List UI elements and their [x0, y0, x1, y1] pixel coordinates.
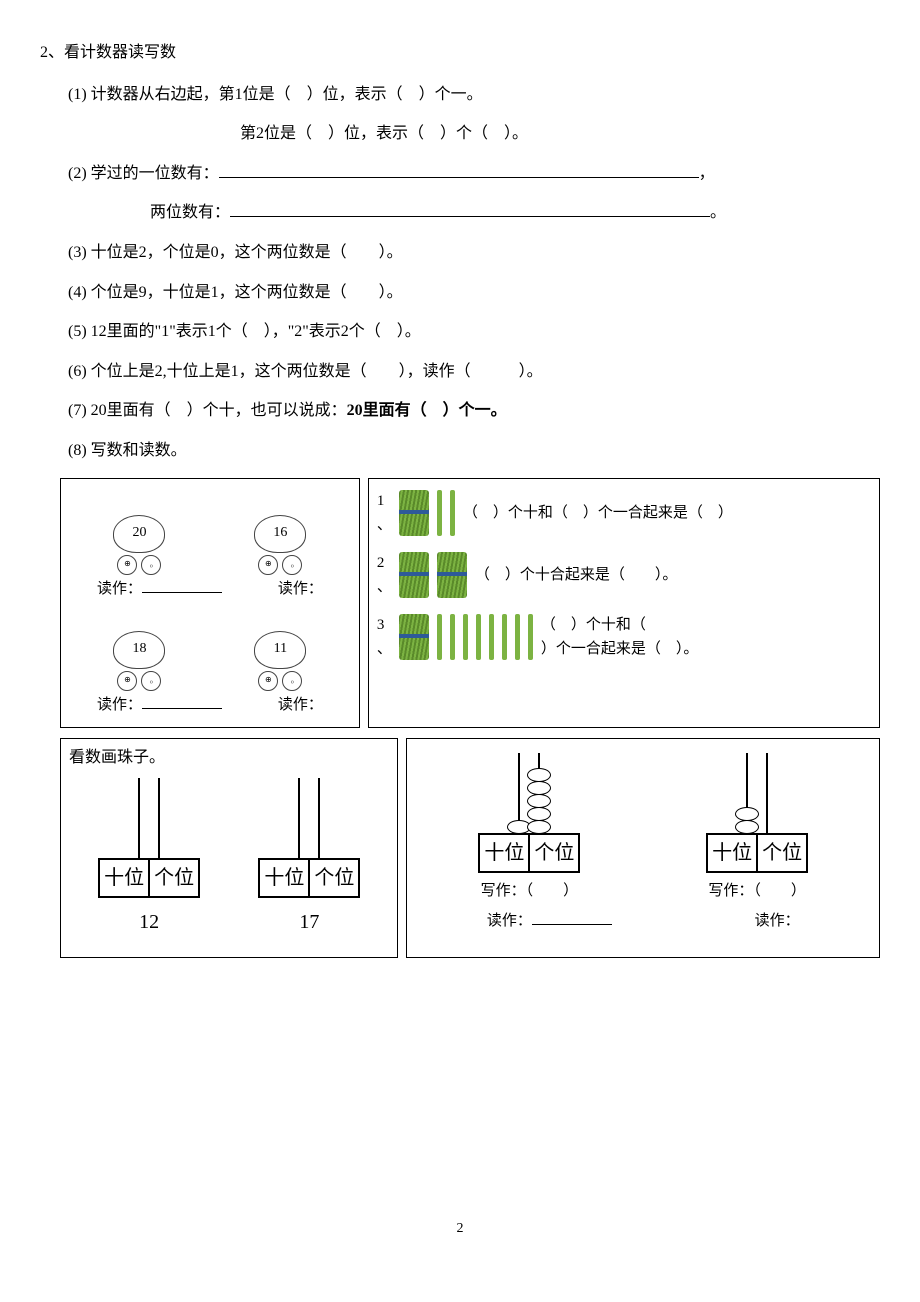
counter-cap: 11 — [254, 631, 306, 669]
q7-prefix: (7) 20里面有（ ）个十，也可以说成： — [68, 402, 347, 419]
tens-label: 十位 — [708, 835, 758, 871]
single-stick-icon — [476, 614, 481, 660]
question-1b: 第2位是（ ）位，表示（ ）个（ ）。 — [240, 121, 880, 147]
single-stick-icon — [502, 614, 507, 660]
read-abacus-box: 十位 个位 十位 个位 写作：（ ） 写作： — [406, 738, 880, 958]
read-label: 读作： — [97, 577, 222, 601]
tens-label: 十位 — [260, 860, 310, 896]
single-stick-icon — [450, 614, 455, 660]
abacus-with-beads-2: 十位 个位 — [706, 753, 808, 873]
q7-bold: 20里面有（ ）个一。 — [347, 402, 507, 419]
draw-beads-box: 看数画珠子。 十位 个位 12 十位 — [60, 738, 398, 958]
single-stick-icon — [463, 614, 468, 660]
blank-line[interactable] — [230, 200, 710, 217]
ones-label: 个位 — [758, 835, 806, 871]
read-label: 读作： — [487, 909, 612, 933]
read-label: 读作： — [278, 577, 323, 601]
single-stick-icon — [528, 614, 533, 660]
single-stick-icon — [515, 614, 520, 660]
counter-cap: 16 — [254, 515, 306, 553]
stick-text: （ ）个十和（ ）个一合起来是（ ） — [463, 501, 871, 525]
question-5: (5) 12里面的"1"表示1个（ ），"2"表示2个（ ）。 — [68, 319, 880, 345]
q2b-suffix: 。 — [710, 204, 726, 221]
bead-icon — [527, 794, 551, 808]
question-2a: (2) 学过的一位数有： ， — [68, 161, 880, 187]
counter-cap: 20 — [113, 515, 165, 553]
stick-text: （ ）个十合起来是（ ）。 — [475, 563, 871, 587]
ones-label: 个位 — [310, 860, 358, 896]
stick-bundle-icon — [399, 490, 429, 536]
stick-row-1: 1、 （ ）个十和（ ）个一合起来是（ ） — [377, 489, 871, 537]
read-label: 读作： — [278, 693, 323, 717]
question-4: (4) 个位是9，十位是1，这个两位数是（ ）。 — [68, 280, 880, 306]
bead-icon — [735, 820, 759, 834]
question-1a: (1) 计数器从右边起，第1位是（ ）位，表示（ ）个一。 — [68, 82, 880, 108]
counter-18: 18 ⊕₀ — [113, 631, 165, 691]
ones-label: 个位 — [150, 860, 198, 896]
single-stick-icon — [437, 614, 442, 660]
question-8: (8) 写数和读数。 — [68, 438, 880, 464]
boxes-row-2: 看数画珠子。 十位 个位 12 十位 — [60, 738, 880, 958]
sticks-box: 1、 （ ）个十和（ ）个一合起来是（ ） 2、 （ ）个十合起来是（ ）。 3… — [368, 478, 880, 728]
counter-20: 20 ⊕₀ — [113, 515, 165, 575]
stick-text: （ ）个十和（）个一合起来是（ ）。 — [541, 613, 871, 661]
write-label: 写作：（ ） — [481, 879, 579, 903]
counter-11: 11 ⊕₀ — [254, 631, 306, 691]
counters-box: 20 ⊕₀ 16 ⊕₀ 读作： 读作： 18 ⊕₀ 11 ⊕₀ 读作： 读作： — [60, 478, 360, 728]
bead-icon — [527, 807, 551, 821]
q2b-prefix: 两位数有： — [150, 204, 230, 221]
q2a-suffix: ， — [699, 165, 715, 182]
blank-line[interactable] — [142, 577, 222, 593]
write-label: 写作：（ ） — [708, 879, 806, 903]
bead-icon — [527, 820, 551, 834]
page-number: 2 — [40, 1218, 880, 1240]
bead-icon — [735, 807, 759, 821]
blank-line[interactable] — [219, 161, 699, 178]
question-7: (7) 20里面有（ ）个十，也可以说成：20里面有（ ）个一。 — [68, 398, 880, 424]
single-stick-icon — [437, 490, 442, 536]
question-2b: 两位数有： 。 — [150, 200, 880, 226]
read-label: 读作： — [755, 909, 800, 933]
bead-icon — [527, 781, 551, 795]
single-stick-icon — [450, 490, 455, 536]
counter-cap: 18 — [113, 631, 165, 669]
section-heading: 2、看计数器读写数 — [40, 40, 880, 66]
stick-row-2: 2、 （ ）个十合起来是（ ）。 — [377, 551, 871, 599]
tens-label: 十位 — [480, 835, 530, 871]
read-label: 读作： — [97, 693, 222, 717]
stick-bundle-icon — [437, 552, 467, 598]
number-12: 12 — [139, 906, 159, 938]
q2a-prefix: (2) 学过的一位数有： — [68, 165, 219, 182]
stick-row-3: 3、 （ ）个十和（）个一合起来是（ ）。 — [377, 613, 871, 661]
number-17: 17 — [299, 906, 319, 938]
bead-icon — [527, 768, 551, 782]
ones-label: 个位 — [530, 835, 578, 871]
question-6: (6) 个位上是2,十位上是1，这个两位数是（ ），读作（ ）。 — [68, 359, 880, 385]
abacus-12: 十位 个位 12 — [98, 778, 200, 938]
stick-bundle-icon — [399, 552, 429, 598]
counter-16: 16 ⊕₀ — [254, 515, 306, 575]
single-stick-icon — [489, 614, 494, 660]
boxes-row-1: 20 ⊕₀ 16 ⊕₀ 读作： 读作： 18 ⊕₀ 11 ⊕₀ 读作： 读作： — [60, 478, 880, 728]
abacus-17: 十位 个位 17 — [258, 778, 360, 938]
question-3: (3) 十位是2，个位是0，这个两位数是（ ）。 — [68, 240, 880, 266]
abacus-with-beads-1: 十位 个位 — [478, 753, 580, 873]
blank-line[interactable] — [142, 693, 222, 709]
stick-bundle-icon — [399, 614, 429, 660]
blank-line[interactable] — [532, 909, 612, 925]
tens-label: 十位 — [100, 860, 150, 896]
draw-title: 看数画珠子。 — [69, 745, 389, 771]
